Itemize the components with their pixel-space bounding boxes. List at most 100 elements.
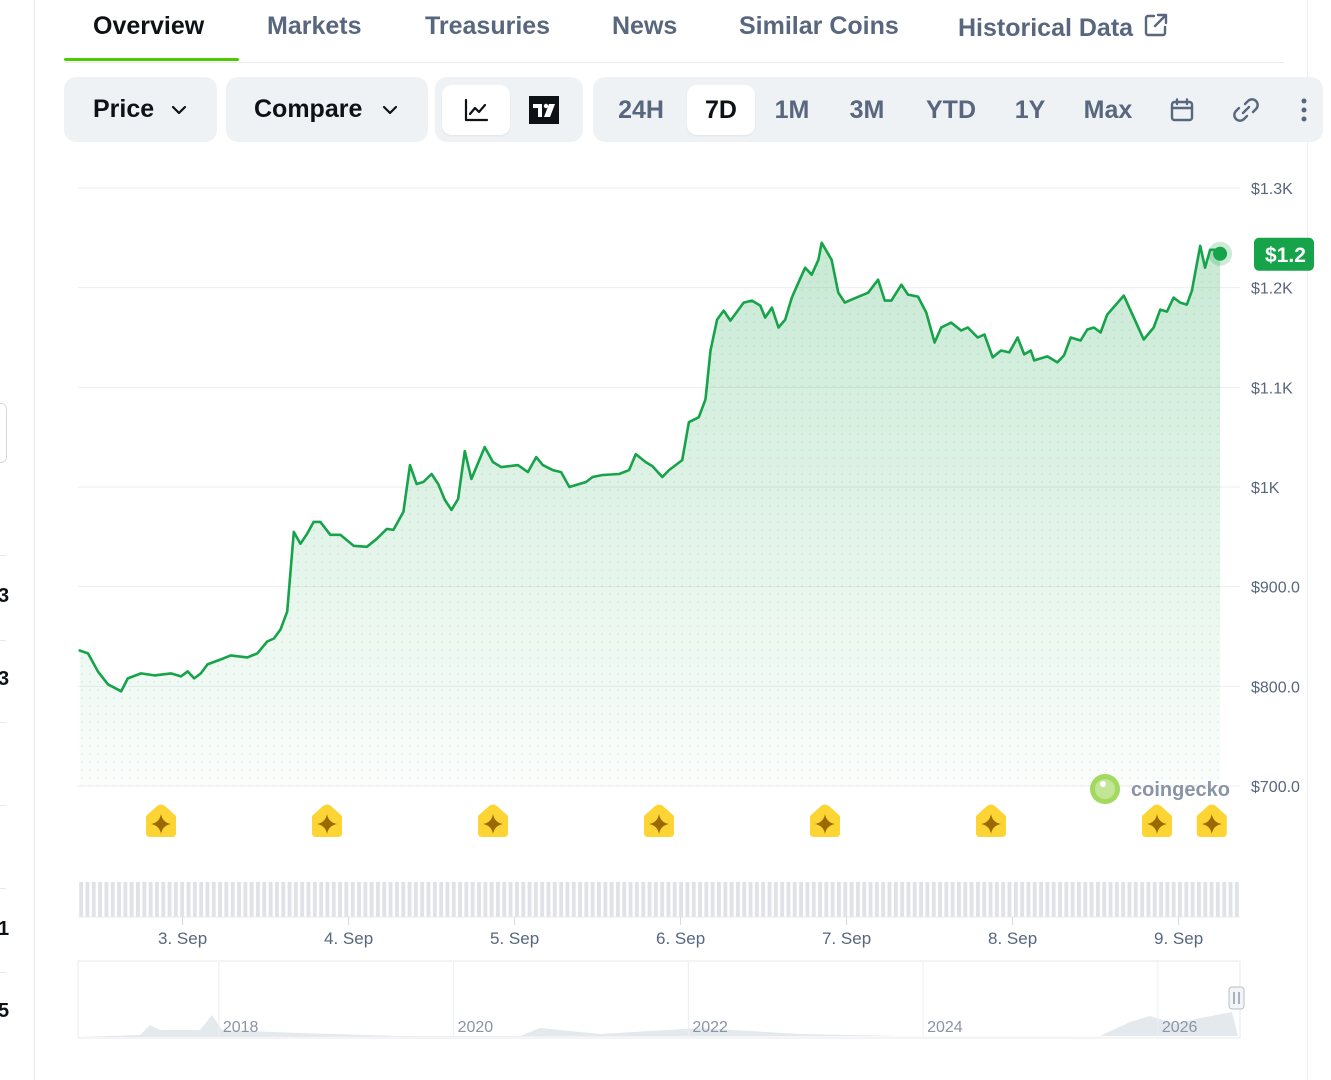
x-axis: 3. Sep 4. Sep 5. Sep 6. Sep 7. Sep 8. Sep 9. S…: [158, 917, 1203, 948]
tab-historical-data[interactable]: Historical Data: [958, 12, 1169, 43]
y-tick-label: $1.3K: [1251, 181, 1293, 198]
volume-bar: [173, 882, 178, 917]
volume-bar: [458, 882, 462, 917]
volume-bar: [862, 882, 867, 917]
volume-bar: [982, 882, 987, 917]
volume-bar: [698, 882, 702, 917]
volume-bar: [1064, 882, 1069, 917]
event-marker[interactable]: [312, 804, 342, 838]
volume-bar: [622, 882, 627, 917]
coingecko-watermark: coingecko: [1090, 774, 1230, 804]
y-tick-label: $900.0: [1251, 580, 1300, 597]
link-icon: [1233, 98, 1259, 122]
sparkle-icon: [1147, 814, 1167, 834]
volume-bar: [1032, 882, 1037, 917]
more-icon: [1301, 98, 1307, 122]
sidebar-clipped-glyph: 3: [0, 585, 10, 607]
volume-bar: [413, 882, 418, 917]
price-dropdown[interactable]: Price: [64, 77, 217, 142]
external-link-icon: [1144, 13, 1168, 37]
tab-similar-coins[interactable]: Similar Coins: [739, 12, 899, 40]
volume-bar: [515, 882, 519, 917]
volume-bar: [256, 882, 260, 917]
grip-icon: [1233, 992, 1240, 1004]
volume-bars: [78, 882, 1240, 918]
tab-news[interactable]: News: [612, 12, 678, 40]
chevron-down-icon: [382, 105, 398, 115]
compare-dropdown-label: Compare: [254, 95, 363, 123]
x-tick-label: 3. Sep: [158, 929, 207, 948]
event-markers: [146, 804, 1227, 838]
volume-bar: [679, 882, 683, 917]
volume-bar: [521, 882, 526, 917]
share-link-button[interactable]: [1221, 85, 1271, 135]
volume-bar: [546, 882, 551, 917]
y-tick-label: $1K: [1251, 480, 1280, 497]
event-marker[interactable]: [146, 804, 176, 838]
sidebar-clipped-glyph: 3: [0, 668, 10, 690]
volume-bar: [110, 882, 115, 917]
volume-bar: [1039, 882, 1043, 917]
volume-bar: [748, 882, 753, 917]
volume-bar: [1178, 882, 1182, 917]
volume-bar: [1165, 882, 1170, 917]
volume-bar: [445, 882, 450, 917]
volume-bar: [123, 882, 128, 917]
volume-bar: [1209, 882, 1214, 917]
tradingview-button[interactable]: [510, 85, 578, 135]
event-marker[interactable]: [1196, 804, 1227, 838]
event-marker[interactable]: [976, 804, 1006, 838]
volume-bar: [350, 882, 355, 917]
watermark-text: coingecko: [1131, 779, 1230, 801]
event-marker[interactable]: [644, 804, 674, 838]
event-marker[interactable]: [1142, 804, 1172, 838]
volume-bar: [136, 882, 140, 917]
tab-treasuries[interactable]: Treasuries: [425, 12, 551, 40]
range-1m-button[interactable]: 1M: [774, 96, 810, 124]
more-options-button[interactable]: [1293, 85, 1323, 135]
line-chart-button[interactable]: [442, 85, 510, 135]
volume-bar: [754, 882, 759, 917]
volume-bar: [148, 882, 153, 917]
sparkle-icon: [151, 814, 171, 834]
range-7d-button[interactable]: 7D: [687, 85, 755, 135]
range-3m-button[interactable]: 3M: [849, 96, 885, 124]
volume-bar: [1051, 882, 1056, 917]
sidebar-edge: 3 3 1 5: [0, 0, 35, 1080]
volume-bar: [653, 882, 658, 917]
event-marker[interactable]: [478, 804, 508, 838]
volume-bar: [1152, 882, 1157, 917]
tab-markets[interactable]: Markets: [267, 12, 362, 40]
volume-bar: [666, 882, 671, 917]
volume-bar: [830, 882, 835, 917]
volume-bar: [1133, 882, 1138, 917]
price-area-texture: [79, 242, 1221, 787]
volume-bar: [312, 882, 317, 917]
volume-bar: [1190, 882, 1195, 917]
volume-bar: [1127, 882, 1132, 917]
tab-overview[interactable]: Overview: [93, 12, 205, 40]
compare-dropdown[interactable]: Compare: [226, 77, 428, 142]
range-ytd-button[interactable]: YTD: [926, 96, 976, 124]
range-max-button[interactable]: Max: [1083, 96, 1133, 124]
volume-bar: [988, 882, 993, 917]
volume-bar: [369, 882, 374, 917]
volume-bar: [925, 882, 930, 917]
x-tick-label: 7. Sep: [822, 929, 871, 948]
navigator-handle[interactable]: [1228, 986, 1245, 1010]
volume-bar: [811, 882, 816, 917]
sparkle-icon: [649, 814, 669, 834]
volume-bar: [1001, 882, 1006, 917]
chevron-down-icon: [171, 105, 187, 115]
sidebar-divider: [0, 640, 6, 641]
volume-bar: [1083, 882, 1088, 917]
range-navigator[interactable]: 2018 2020 2022 2024 2026: [77, 960, 1245, 1039]
volume-bar: [91, 882, 96, 917]
range-24h-button[interactable]: 24H: [618, 96, 664, 124]
price-line: [78, 241, 1222, 693]
range-1y-button[interactable]: 1Y: [1014, 96, 1046, 124]
event-marker[interactable]: [810, 804, 840, 838]
calendar-button[interactable]: [1159, 85, 1205, 135]
volume-bar: [1171, 882, 1176, 917]
